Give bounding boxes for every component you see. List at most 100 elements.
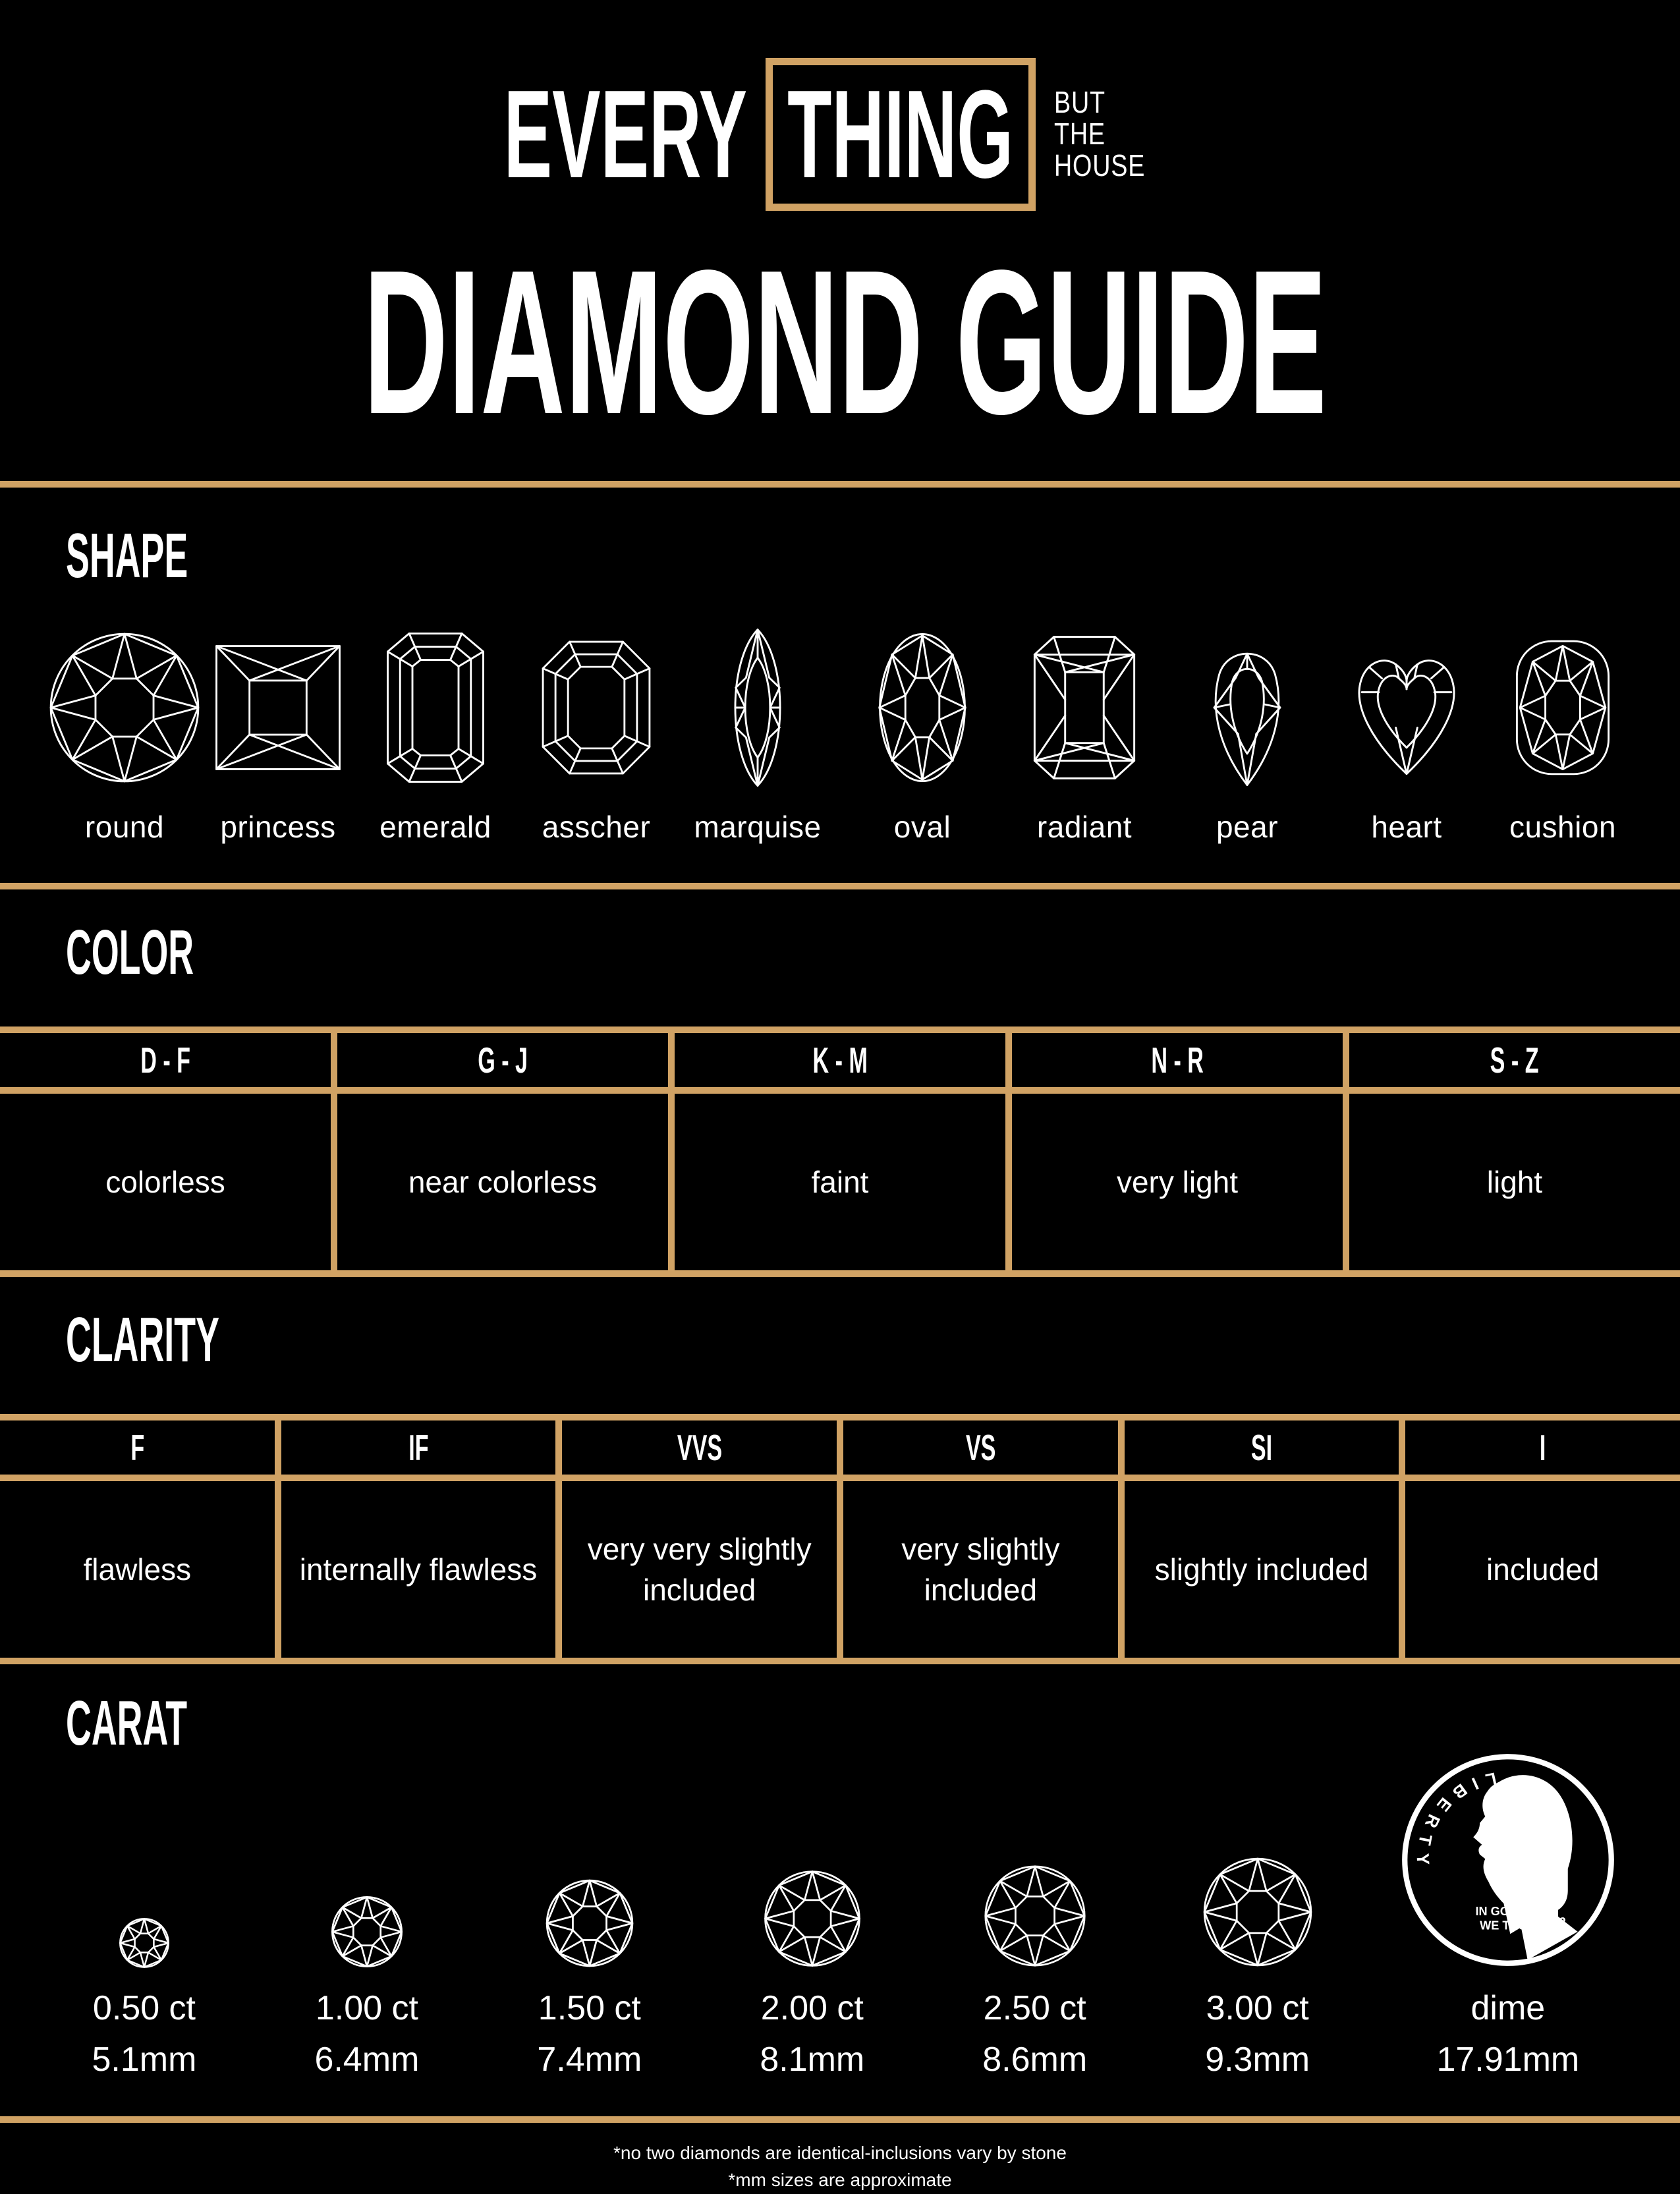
color-column: K - M faint xyxy=(668,1033,1005,1271)
round-diamond-icon xyxy=(984,1865,1086,1967)
carat-item-150: 1.50 ct 7.4mm xyxy=(478,1763,701,2079)
marquise-diamond-icon xyxy=(734,629,781,787)
clarity-desc: very slightly included xyxy=(901,1532,1060,1608)
carat-mm: 6.4mm xyxy=(314,2040,420,2079)
clarity-table: F flawless IF internally flawless VVS ve… xyxy=(0,1414,1680,1665)
carat-mm: 5.1mm xyxy=(92,2040,197,2079)
clarity-grade: IF xyxy=(408,1427,429,1469)
color-desc: faint xyxy=(811,1165,869,1200)
shape-label: princess xyxy=(220,810,336,845)
shape-label: pear xyxy=(1216,810,1279,845)
shape-item-heart: heart xyxy=(1330,625,1484,845)
color-grade: S - Z xyxy=(1490,1040,1539,1081)
carat-mm: 7.4mm xyxy=(537,2040,642,2079)
shape-item-cushion: cushion xyxy=(1484,625,1642,845)
shape-item-oval: oval xyxy=(841,625,1004,845)
shape-item-radiant: radiant xyxy=(1004,625,1165,845)
carat-row: 0.50 ct 5.1mm 1.00 ct 6.4mm 1.50 ct 7.4m… xyxy=(33,1754,1647,2079)
logo-tagline-line: THE xyxy=(1053,117,1106,152)
clarity-section: CLARITY F flawless IF internally flawles… xyxy=(0,1277,1680,1665)
clarity-column: SI slightly included xyxy=(1117,1420,1399,1658)
color-desc: near colorless xyxy=(408,1165,598,1200)
shape-label: oval xyxy=(893,810,951,845)
round-diamond-icon xyxy=(49,633,200,783)
carat-item-200: 2.00 ct 8.1mm xyxy=(701,1763,924,2079)
carat-weight: 2.50 ct xyxy=(983,1989,1086,2028)
section-divider xyxy=(0,481,1680,488)
color-grade: G - J xyxy=(478,1040,528,1081)
round-diamond-icon xyxy=(1203,1858,1312,1967)
carat-mm: 17.91mm xyxy=(1436,2040,1580,2079)
footnote-mm-sizes: *mm sizes are approximate xyxy=(728,2169,952,2190)
clarity-column: I included xyxy=(1399,1420,1680,1658)
clarity-column: IF internally flawless xyxy=(274,1420,556,1658)
shape-item-emerald: emerald xyxy=(353,625,518,845)
clarity-desc: very very slightly included xyxy=(587,1532,812,1608)
shape-row: round princess emerald xyxy=(46,625,1634,845)
carat-item-dime: LIBERTY IN GOD WE TRUST 2022 dime 17.91m… xyxy=(1369,1754,1647,2079)
color-column: S - Z light xyxy=(1343,1033,1680,1271)
carat-weight: 1.50 ct xyxy=(538,1989,641,2028)
logo-gold-box: THING xyxy=(765,58,1036,211)
shape-item-round: round xyxy=(46,625,203,845)
carat-heading: CARAT xyxy=(66,1688,188,1759)
emerald-diamond-icon xyxy=(387,633,484,783)
dime-motto-line2: WE TRUST xyxy=(1480,1919,1542,1932)
footer-divider xyxy=(0,2116,1680,2124)
pear-diamond-icon xyxy=(1213,653,1281,787)
radiant-diamond-icon xyxy=(1033,636,1136,780)
color-heading: COLOR xyxy=(66,917,194,988)
color-grade: K - M xyxy=(812,1040,868,1081)
clarity-column: F flawless xyxy=(0,1420,275,1658)
carat-weight: dime xyxy=(1470,1989,1546,2028)
color-desc: light xyxy=(1486,1165,1543,1200)
dime-coin-icon: LIBERTY IN GOD WE TRUST 2022 xyxy=(1401,1754,1614,1967)
logo-word-every: EVERY xyxy=(503,64,747,204)
heart-diamond-icon xyxy=(1358,660,1455,775)
shape-label: round xyxy=(84,810,165,845)
footnote-inclusions: *no two diamonds are identical-inclusion… xyxy=(613,2143,1067,2164)
carat-item-100: 1.00 ct 6.4mm xyxy=(256,1763,478,2079)
clarity-desc: flawless xyxy=(83,1552,192,1587)
shape-label: cushion xyxy=(1509,810,1617,845)
color-grade: N - R xyxy=(1151,1040,1204,1081)
round-diamond-icon xyxy=(119,1918,169,1969)
princess-diamond-icon xyxy=(215,645,341,771)
asscher-diamond-icon xyxy=(542,641,651,775)
section-divider xyxy=(0,883,1680,890)
carat-item-300: 3.00 ct 9.3mm xyxy=(1146,1763,1369,2079)
cushion-diamond-icon xyxy=(1515,640,1610,775)
clarity-desc: included xyxy=(1486,1552,1600,1587)
color-table: D - F colorless G - J near colorless K -… xyxy=(0,1027,1680,1278)
clarity-grade: I xyxy=(1539,1427,1546,1469)
carat-item-050: 0.50 ct 5.1mm xyxy=(33,1763,256,2079)
logo-tagline-line: HOUSE xyxy=(1053,148,1145,183)
shape-section: SHAPE round princess xyxy=(0,488,1680,845)
round-diamond-icon xyxy=(764,1871,860,1967)
carat-weight: 1.00 ct xyxy=(315,1989,418,2028)
clarity-column: VVS very very slightly included xyxy=(555,1420,837,1658)
shape-item-pear: pear xyxy=(1165,625,1330,845)
color-column: D - F colorless xyxy=(0,1033,331,1270)
color-section: COLOR D - F colorless G - J near colorle… xyxy=(0,889,1680,1278)
clarity-grade: SI xyxy=(1250,1427,1273,1469)
carat-section: CARAT 0.50 ct 5.1mm 1.00 ct 6.4mm 1.50 c… xyxy=(0,1664,1680,2079)
clarity-column: VS very slightly included xyxy=(837,1420,1118,1658)
page-title: DIAMOND GUIDE xyxy=(363,228,1327,457)
shape-heading: SHAPE xyxy=(66,520,188,592)
logo-tagline-line: BUT xyxy=(1053,85,1106,120)
carat-mm: 8.1mm xyxy=(760,2040,865,2079)
footnotes: *no two diamonds are identical-inclusion… xyxy=(0,2140,1680,2193)
shape-label: radiant xyxy=(1036,810,1133,845)
color-desc: colorless xyxy=(105,1165,225,1200)
shape-item-asscher: asscher xyxy=(518,625,675,845)
carat-weight: 2.00 ct xyxy=(760,1989,864,2028)
carat-mm: 9.3mm xyxy=(1205,2040,1310,2079)
clarity-grade: VVS xyxy=(677,1427,722,1469)
logo-word-thing: THING xyxy=(787,64,1014,204)
carat-item-250: 2.50 ct 8.6mm xyxy=(924,1763,1146,2079)
shape-label: heart xyxy=(1371,810,1442,845)
color-grade: D - F xyxy=(140,1040,190,1081)
clarity-heading: CLARITY xyxy=(66,1305,219,1376)
color-column: G - J near colorless xyxy=(331,1033,668,1271)
